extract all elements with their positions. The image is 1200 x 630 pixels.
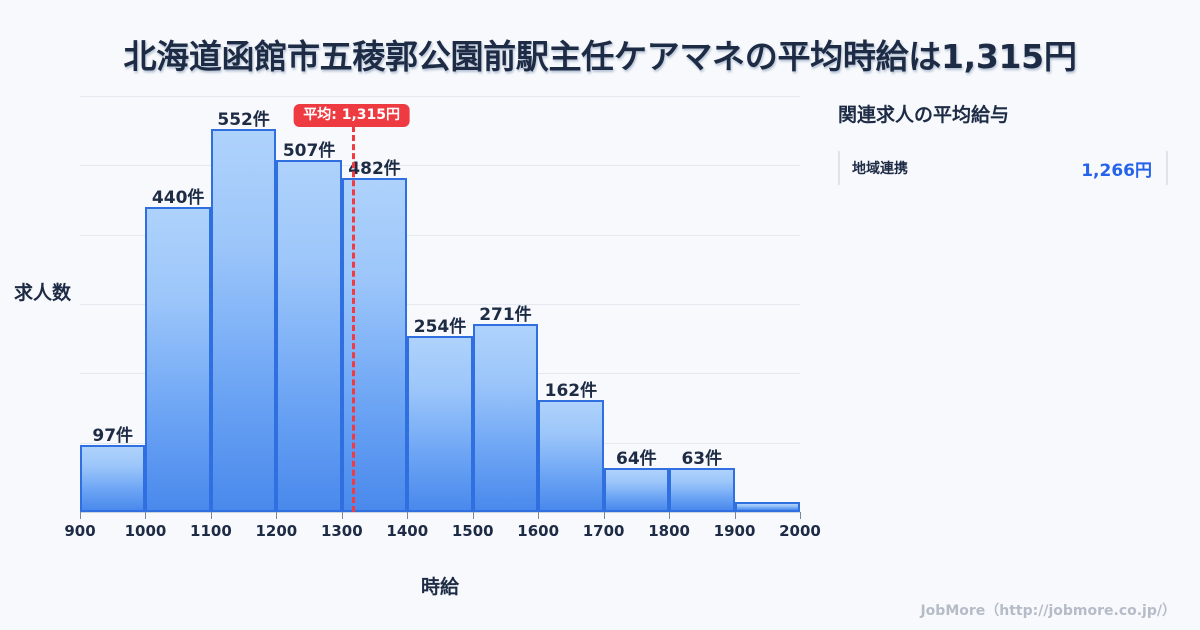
bar-value-label: 440件 <box>151 187 205 208</box>
average-badge: 平均: 1,315円 <box>293 104 411 127</box>
x-axis-tick <box>800 512 801 519</box>
y-axis-title: 求人数 <box>14 282 72 304</box>
histogram-bar <box>538 399 604 512</box>
x-axis-tick-label: 1600 <box>517 522 560 540</box>
x-axis-tick <box>80 512 81 519</box>
bar-value-label: 97件 <box>92 425 134 446</box>
x-axis-tick <box>734 512 736 519</box>
histogram-bar <box>407 335 473 512</box>
histogram-bar <box>210 129 277 512</box>
x-axis-tick-label: 1800 <box>648 522 690 540</box>
footer-watermark: JobMore（http://jobmore.co.jp/） <box>920 603 1176 619</box>
related-job-name: 地域連携 <box>852 161 908 177</box>
x-axis-tick-label: 1300 <box>320 522 363 540</box>
x-axis-tick-label: 1100 <box>190 522 232 540</box>
related-jobs-list: 地域連携 1,266円 <box>838 151 1178 185</box>
gridline <box>80 304 800 305</box>
related-jobs-panel: 関連求人の平均給与 地域連携 1,266円 <box>838 100 1178 185</box>
bar-value-label: 63件 <box>681 449 723 470</box>
histogram-bar <box>472 324 539 512</box>
x-axis-tick-label: 1400 <box>386 522 429 540</box>
x-axis-tick-label: 1700 <box>582 522 625 540</box>
histogram-bar <box>145 206 211 512</box>
related-job-value: 1,266円 <box>1081 160 1152 181</box>
histogram-bar <box>80 444 146 512</box>
bar-value-label: 552件 <box>217 110 270 131</box>
gridline <box>80 96 800 97</box>
bar-value-label: 162件 <box>544 380 598 401</box>
page-title: 北海道函館市五稜郭公園前駅主任ケアマネの平均時給は1,315円 <box>123 37 1077 76</box>
bar-value-label: 507件 <box>282 141 336 162</box>
bar-value-label: 254件 <box>413 316 467 337</box>
bar-value-label: 482件 <box>348 158 401 179</box>
histogram-bar <box>276 160 342 512</box>
x-axis-tick-label: 2000 <box>779 522 821 540</box>
x-axis-title: 時給 <box>420 576 459 598</box>
x-axis-tick-label: 1200 <box>255 522 298 540</box>
x-axis-tick <box>210 512 212 519</box>
x-axis-tick <box>538 512 540 519</box>
x-axis-tick <box>472 512 474 519</box>
x-axis-tick <box>341 512 343 519</box>
gridline <box>80 234 800 236</box>
x-axis-tick <box>145 512 147 519</box>
histogram-bar <box>603 467 670 512</box>
histogram-bar <box>669 468 735 512</box>
x-axis-tick-label: 1900 <box>713 522 756 540</box>
related-jobs-title: 関連求人の平均給与 <box>838 104 1010 126</box>
x-axis-baseline <box>80 512 800 513</box>
average-line <box>351 126 355 512</box>
bar-value-label: 64件 <box>616 448 657 469</box>
x-axis-tick <box>407 512 409 519</box>
x-axis-tick <box>276 512 278 519</box>
gridline <box>80 165 800 167</box>
related-job-row[interactable]: 地域連携 1,266円 <box>838 151 1168 185</box>
histogram-bar <box>734 501 800 512</box>
x-axis-tick-label: 900 <box>64 522 96 540</box>
bar-value-label: 271件 <box>479 305 532 326</box>
x-axis-tick <box>603 512 605 519</box>
x-axis-tick-label: 1000 <box>124 522 167 540</box>
x-axis-tick <box>669 512 671 519</box>
x-axis-tick-label: 1500 <box>451 522 494 540</box>
